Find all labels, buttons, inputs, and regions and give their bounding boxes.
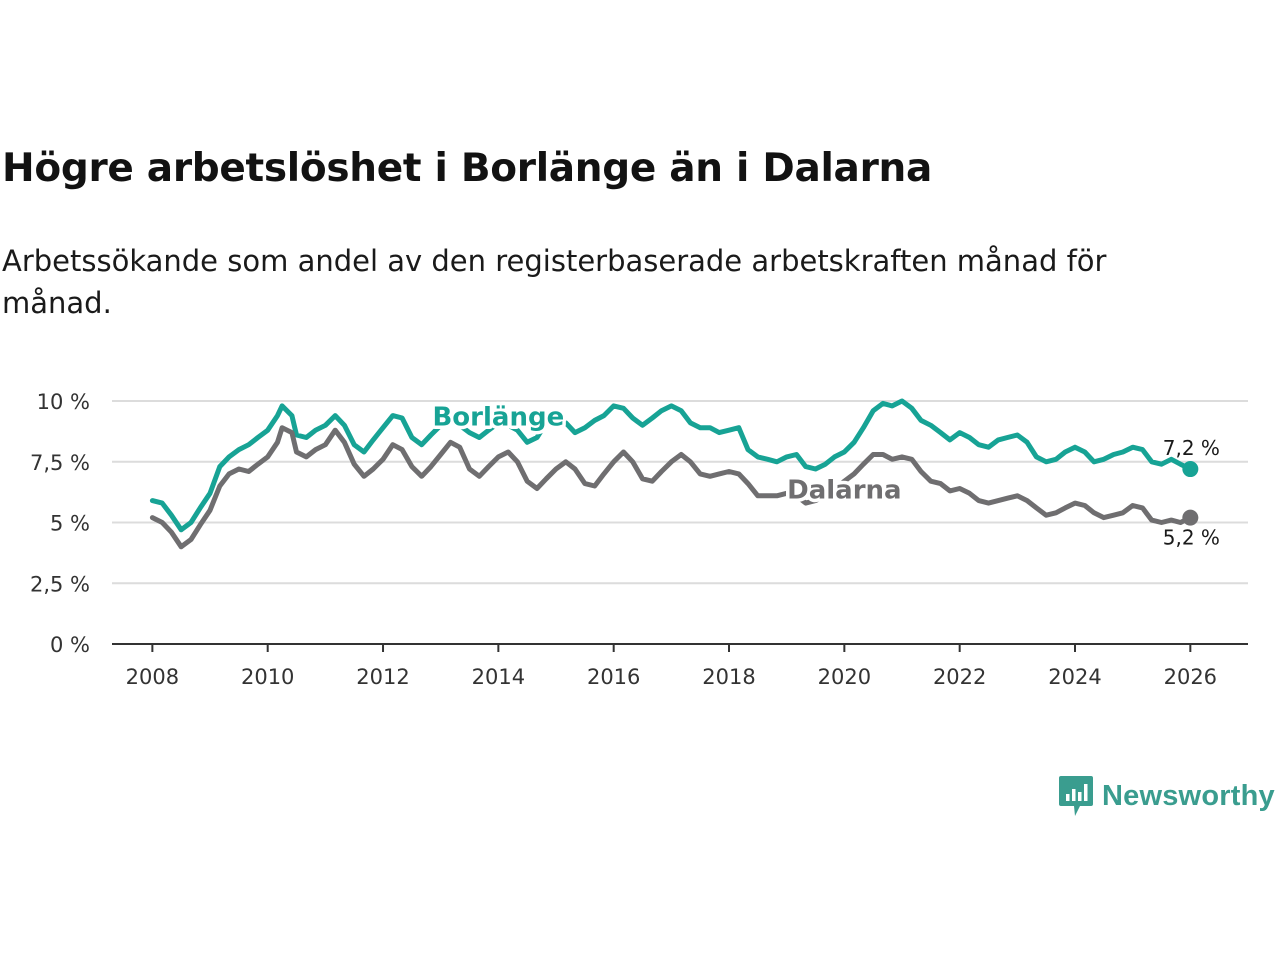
grid-lines [112, 400, 1248, 585]
x-tick-label: 2014 [472, 665, 525, 689]
logo-text: Newsworthy [1102, 779, 1275, 812]
series-name-label-borlnge: Borlänge [432, 403, 564, 433]
y-tick-label: 0 % [50, 633, 90, 657]
y-tick-label: 5 % [50, 512, 90, 536]
series-endpoint-borlnge [1182, 461, 1199, 478]
chart-subtitle: Arbetssökande som andel av den registerb… [2, 244, 1107, 320]
axes: 0 % 2,5 % 5 % 7,5 % 10 % 2008 2010 2012 2014 2016… [30, 390, 1248, 689]
chart-speech-bubble-icon [1059, 776, 1093, 816]
x-tick-label: 2020 [818, 665, 871, 689]
newsworthy-logo: Newsworthy [1058, 774, 1275, 818]
y-tick-label: 10 % [37, 390, 90, 414]
chart-title: Högre arbetslöshet i Borlänge än i Dalar… [2, 146, 932, 191]
x-tick-label: 2018 [702, 665, 755, 689]
x-tick-label: 2022 [933, 665, 986, 689]
series-line-dalarna [149, 425, 1193, 550]
x-tick-label: 2008 [126, 665, 179, 689]
y-tick-label: 2,5 % [30, 572, 90, 596]
y-tick-label: 7,5 % [30, 451, 90, 475]
x-tick-label: 2016 [587, 665, 640, 689]
series-lines [149, 398, 1199, 550]
x-tick-label: 2024 [1048, 665, 1101, 689]
series-line-borlnge [149, 398, 1193, 533]
x-tick-label: 2010 [241, 665, 294, 689]
x-tick-label: 2012 [356, 665, 409, 689]
series-labels: 7,2 % 5,2 % Borlänge Dalarna [429, 399, 1220, 550]
line-chart: 0 % 2,5 % 5 % 7,5 % 10 % 2008 2010 2012 2014 2016… [30, 390, 1248, 689]
series-endpoint-dalarna [1182, 509, 1199, 526]
series-name-label-dalarna: Dalarna [787, 475, 901, 505]
end-value-label-dalarna: 5,2 % [1163, 526, 1220, 550]
x-tick-label: 2026 [1164, 665, 1217, 689]
end-value-label-borlnge: 7,2 % [1163, 436, 1220, 460]
